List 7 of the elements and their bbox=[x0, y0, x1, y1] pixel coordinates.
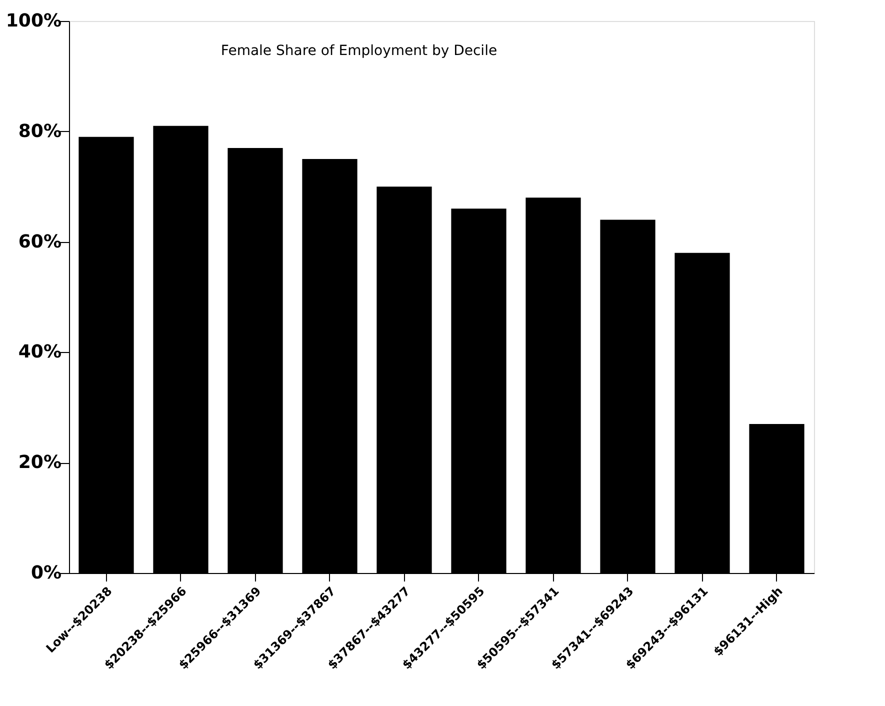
y-tick-label: 80% bbox=[18, 120, 62, 142]
text: Female Share of Employment by Decile bbox=[220, 43, 498, 59]
y-tick-label: 0% bbox=[30, 562, 62, 584]
y-tick-label: 100% bbox=[6, 10, 62, 32]
y-tick-label: 20% bbox=[18, 452, 62, 474]
y-tick-label: 40% bbox=[18, 342, 62, 363]
y-tick-label: 60% bbox=[18, 231, 62, 252]
